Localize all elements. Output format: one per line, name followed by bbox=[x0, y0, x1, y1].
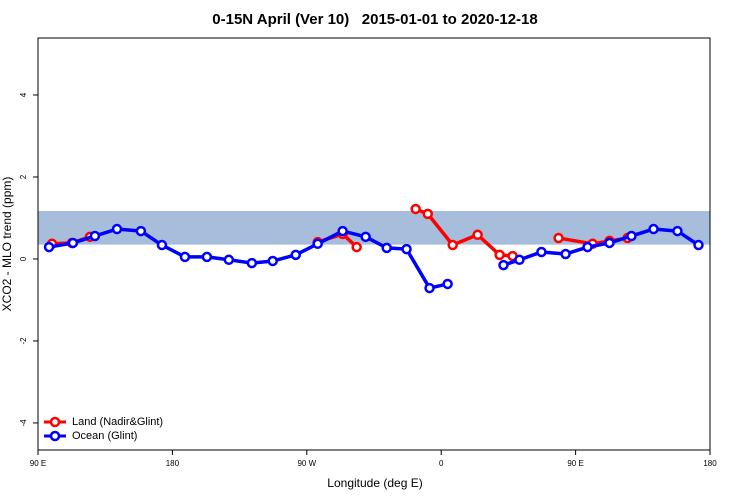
data-point bbox=[360, 231, 371, 243]
y-tick-label: 2 bbox=[19, 174, 28, 179]
data-point bbox=[472, 229, 483, 241]
data-point bbox=[267, 255, 279, 267]
data-point bbox=[337, 225, 348, 237]
legend-label: Ocean (Glint) bbox=[72, 430, 137, 442]
data-point bbox=[514, 254, 525, 266]
y-tick-label: -4 bbox=[19, 419, 28, 427]
data-point bbox=[424, 282, 435, 294]
data-point bbox=[498, 259, 509, 271]
legend-marker bbox=[49, 416, 61, 428]
data-point bbox=[536, 246, 547, 258]
data-point bbox=[351, 241, 362, 253]
x-tick-label: 0 bbox=[439, 459, 444, 468]
data-point bbox=[422, 208, 434, 220]
legend-label: Land (Nadir&Glint) bbox=[72, 416, 163, 428]
legend-marker bbox=[49, 430, 61, 442]
y-tick-label: -2 bbox=[19, 337, 28, 345]
x-tick-label: 90 W bbox=[297, 459, 316, 468]
data-point bbox=[560, 248, 571, 260]
x-tick-label: 180 bbox=[166, 459, 180, 468]
data-point bbox=[312, 238, 323, 250]
data-point bbox=[156, 239, 168, 251]
plot-frame bbox=[37, 37, 711, 451]
data-point bbox=[401, 243, 412, 255]
data-point bbox=[135, 225, 147, 237]
data-point bbox=[693, 239, 704, 251]
data-point bbox=[67, 237, 79, 249]
data-point bbox=[223, 254, 235, 266]
data-point bbox=[201, 251, 213, 263]
data-point bbox=[626, 230, 637, 242]
data-point bbox=[89, 230, 101, 242]
data-point bbox=[290, 249, 301, 261]
chart-title: 0-15N April (Ver 10) 2015-01-01 to 2020-… bbox=[212, 11, 537, 28]
data-point bbox=[648, 223, 659, 235]
data-point bbox=[447, 239, 458, 251]
data-point bbox=[410, 203, 421, 215]
data-point bbox=[442, 278, 453, 290]
y-tick-label: 0 bbox=[19, 256, 28, 261]
data-point bbox=[553, 232, 564, 244]
data-point bbox=[604, 237, 615, 249]
x-axis-label: Longitude (deg E) bbox=[327, 476, 422, 490]
data-point bbox=[381, 242, 392, 254]
data-point bbox=[43, 241, 55, 253]
x-tick-label: 90 E bbox=[567, 459, 583, 468]
data-point bbox=[494, 249, 505, 261]
data-point bbox=[111, 223, 123, 235]
y-tick-label: 4 bbox=[19, 92, 28, 97]
data-point bbox=[672, 225, 683, 237]
data-point bbox=[246, 257, 258, 269]
data-point bbox=[179, 251, 191, 263]
y-axis-label: XCO2 - MLO trend (ppm) bbox=[0, 177, 14, 312]
data-point bbox=[582, 241, 593, 253]
x-tick-label: 90 E bbox=[30, 459, 46, 468]
x-tick-label: 180 bbox=[703, 459, 717, 468]
